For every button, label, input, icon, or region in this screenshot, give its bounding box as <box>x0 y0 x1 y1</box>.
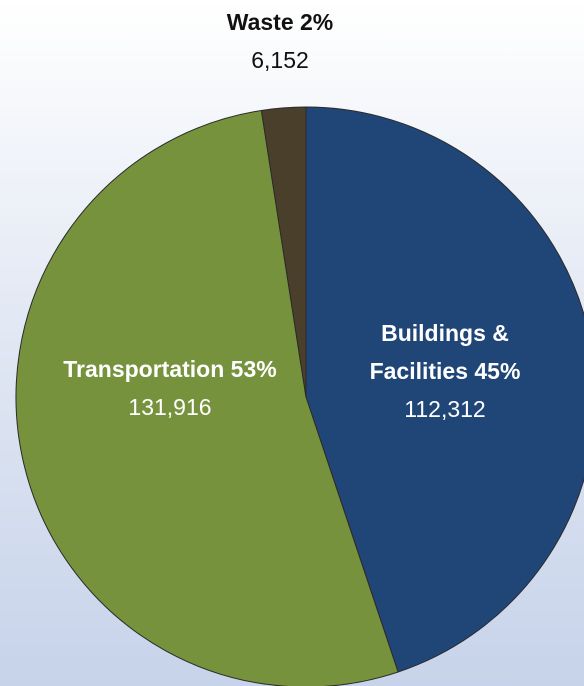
percent-label: 45% <box>474 358 521 384</box>
value-label: 131,916 <box>128 394 212 420</box>
pie-slice <box>305 106 584 673</box>
percent-label: 2% <box>300 9 334 35</box>
value-label: 112,312 <box>404 396 486 422</box>
category-name: Transportation <box>63 356 225 382</box>
category-name: Waste <box>226 9 294 35</box>
percent-label: 53% <box>230 356 277 382</box>
pie-slice <box>260 106 307 398</box>
category-name: Buildings & Facilities <box>369 320 509 384</box>
slice-label: Buildings & Facilities 45% 112,312 <box>330 314 560 428</box>
value-label: 6,152 <box>251 47 309 73</box>
pie-slice <box>15 109 399 686</box>
slice-label: Waste 2% 6,152 <box>150 3 410 79</box>
slice-label: Transportation 53% 131,916 <box>40 350 300 426</box>
